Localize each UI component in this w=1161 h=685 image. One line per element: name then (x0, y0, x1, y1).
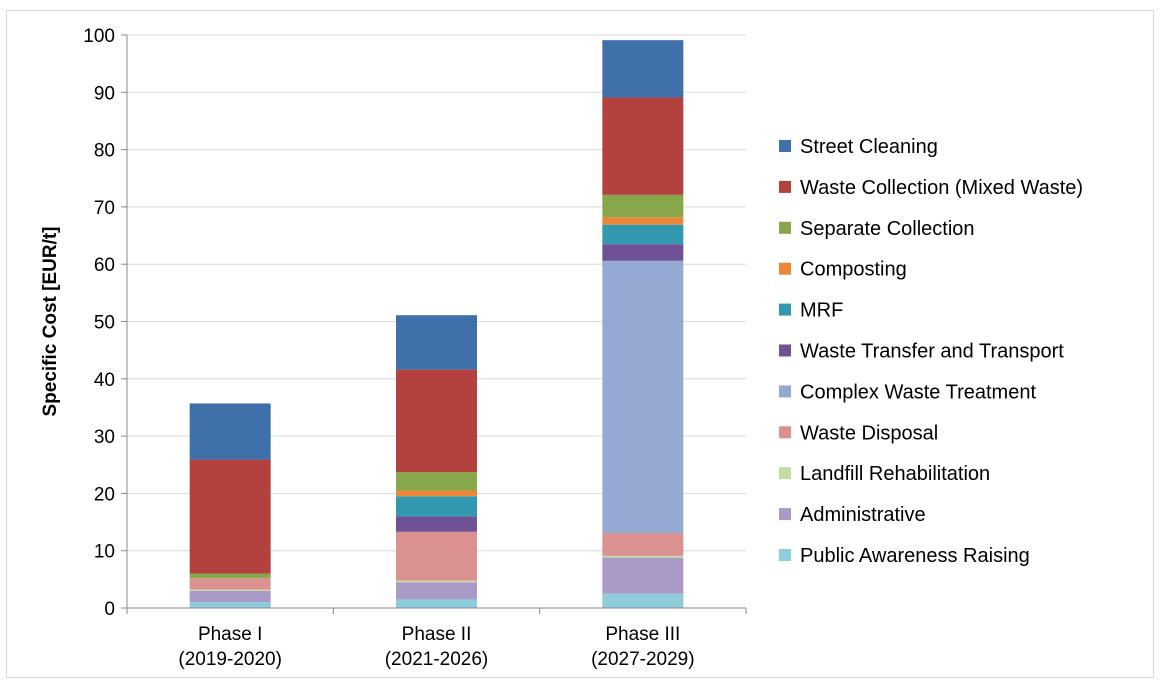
bar-segment (190, 574, 271, 579)
bar-segment (602, 556, 683, 558)
bar-segment (602, 594, 683, 608)
y-tick-label: 50 (94, 313, 115, 334)
y-tick-label: 40 (94, 370, 115, 391)
legend-swatch (779, 467, 791, 479)
bar-segment (396, 582, 477, 599)
legend-swatch (779, 140, 791, 152)
bar-segment (602, 97, 683, 194)
bar-segment (602, 244, 683, 261)
legend-swatch (779, 345, 791, 357)
y-tick-label: 80 (94, 141, 115, 162)
legend-entry: Waste Transfer and Transport (800, 341, 1064, 363)
bar-segment (602, 195, 683, 217)
legend-entry: Street Cleaning (800, 136, 938, 158)
bar-segment (602, 558, 683, 594)
legend-entry: Complex Waste Treatment (800, 381, 1036, 403)
legend-entry: Separate Collection (800, 218, 975, 240)
legend-entry: Public Awareness Raising (800, 545, 1030, 567)
legend-entry: Waste Collection (Mixed Waste) (800, 177, 1083, 199)
bar-segment (396, 532, 477, 581)
bar-segment (396, 491, 477, 497)
y-tick-label: 60 (94, 255, 115, 276)
bar-segment (396, 599, 477, 608)
bars (190, 40, 684, 608)
legend-swatch (779, 181, 791, 193)
legend-entry: Composting (800, 259, 907, 281)
y-tick-label: 70 (94, 198, 115, 219)
bar-segment (190, 403, 271, 459)
legend-swatch (779, 263, 791, 275)
legend-entry: Waste Disposal (800, 422, 938, 444)
bar-segment (190, 460, 271, 574)
bar-segment (190, 590, 271, 591)
y-tick-label: 90 (94, 83, 115, 104)
legend-entry: MRF (800, 300, 843, 322)
y-tick-label: 0 (104, 599, 115, 620)
y-axis-label: Specific Cost [EUR/t] (40, 226, 61, 416)
legend-swatch (779, 549, 791, 561)
legend: Street Cleaning Waste Collection (Mixed W… (779, 136, 1083, 567)
legend-swatch (779, 508, 791, 520)
bar-segment (602, 261, 683, 533)
y-tick-label: 10 (94, 542, 115, 563)
bar-segment (602, 217, 683, 224)
x-axis: Phase I (2019-2020) Phase II (2021-2026) Pha… (127, 608, 746, 670)
bar-segment (190, 578, 271, 589)
y-axis: 0 10 20 30 40 50 60 70 80 90 100 (83, 26, 127, 620)
y-tick-label: 30 (94, 427, 115, 448)
x-category-label: Phase III (2027-2029) (591, 624, 695, 670)
x-category-label: Phase II (2021-2026) (385, 624, 489, 670)
bar-segment (396, 315, 477, 369)
legend-swatch (779, 426, 791, 438)
bar-segment (396, 516, 477, 531)
y-tick-label: 100 (83, 26, 115, 47)
bar-segment (602, 225, 683, 244)
bar-segment (190, 602, 271, 608)
legend-swatch (779, 222, 791, 234)
bar-segment (602, 533, 683, 556)
legend-entry: Landfill Rehabilitation (800, 463, 990, 485)
bar-segment (396, 370, 477, 473)
legend-swatch (779, 304, 791, 316)
legend-swatch (779, 385, 791, 397)
bar-segment (396, 496, 477, 516)
bar-segment (602, 40, 683, 97)
x-category-label: Phase I (2019-2020) (178, 624, 282, 670)
bar-segment (190, 591, 271, 602)
legend-entry: Administrative (800, 504, 926, 526)
bar-segment (396, 580, 477, 582)
y-tick-label: 20 (94, 484, 115, 505)
bar-segment (396, 472, 477, 490)
